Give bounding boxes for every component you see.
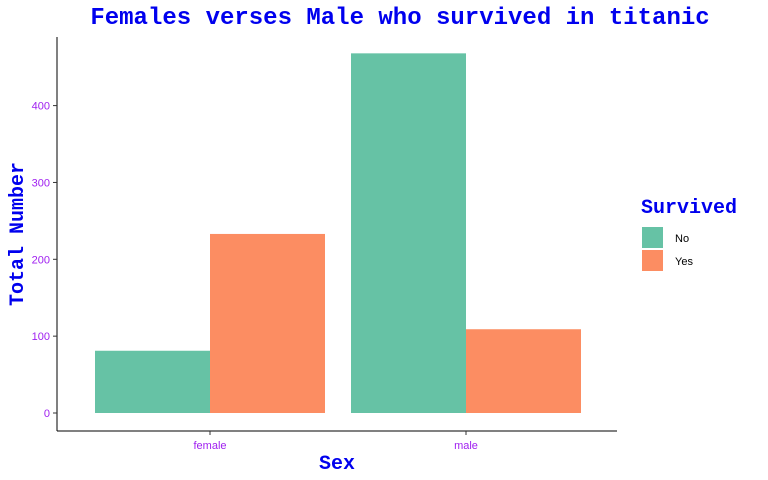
x-axis-label: Sex — [319, 453, 355, 476]
y-tick-label: 300 — [32, 177, 50, 189]
bar-male-no — [351, 53, 466, 413]
x-axis-ticks: female male — [193, 431, 478, 452]
legend: Survived No Yes — [641, 197, 737, 271]
y-axis-ticks: 0 100 200 300 400 — [32, 101, 57, 420]
y-tick-label: 100 — [32, 331, 50, 343]
legend-label-no: No — [675, 233, 689, 245]
legend-items: No Yes — [642, 227, 693, 271]
legend-key-yes — [642, 250, 663, 271]
x-tick-label: female — [193, 440, 226, 452]
bar-female-no — [95, 350, 210, 413]
y-tick-label: 400 — [32, 101, 50, 113]
legend-label-yes: Yes — [675, 256, 693, 268]
bar-female-yes — [210, 233, 325, 413]
y-tick-label: 0 — [44, 408, 50, 420]
y-tick-label: 200 — [32, 254, 50, 266]
bar-male-yes — [466, 329, 581, 413]
legend-title: Survived — [641, 197, 737, 220]
y-axis-label: Total Number — [7, 162, 30, 306]
legend-key-no — [642, 227, 663, 248]
chart-title: Females verses Male who survived in tita… — [90, 5, 709, 32]
x-tick-label: male — [454, 440, 478, 452]
plot-area — [95, 53, 581, 413]
